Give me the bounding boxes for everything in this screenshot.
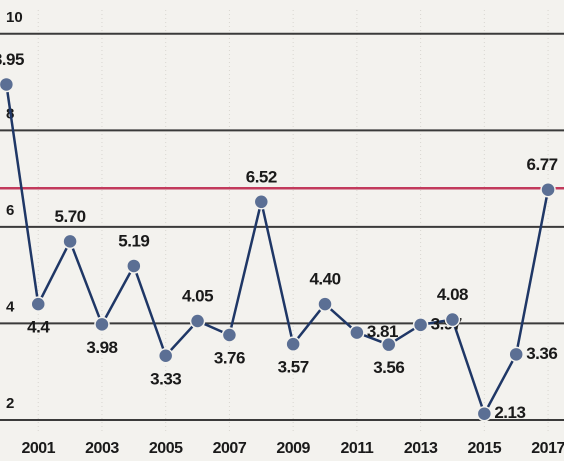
data-label: 8.95 xyxy=(0,50,24,69)
data-point xyxy=(540,181,556,198)
x-tick-label: 2017 xyxy=(531,440,564,457)
x-tick-label: 2005 xyxy=(149,440,183,457)
data-point xyxy=(30,296,46,312)
data-label: 4.4 xyxy=(27,318,50,337)
y-tick-label: 10 xyxy=(6,9,23,26)
x-tick-label: 2007 xyxy=(213,440,247,457)
data-point xyxy=(253,194,270,210)
data-point xyxy=(285,336,301,352)
data-label: 3.33 xyxy=(150,369,181,388)
data-point xyxy=(157,348,174,364)
data-point xyxy=(126,258,142,274)
y-tick-label: 4 xyxy=(6,298,15,315)
data-label: 2.13 xyxy=(494,403,525,422)
data-point xyxy=(62,233,78,250)
data-point xyxy=(476,405,493,422)
data-label: 3.81 xyxy=(367,322,398,341)
x-tick-label: 2011 xyxy=(341,440,374,457)
x-tick-label: 2001 xyxy=(21,440,55,457)
x-tick-label: 2013 xyxy=(404,440,438,457)
data-point xyxy=(221,327,238,343)
data-label: 3.98 xyxy=(86,338,117,357)
x-tick-label: 2015 xyxy=(468,440,502,457)
data-label: 5.19 xyxy=(118,231,149,250)
x-tick-label: 2003 xyxy=(85,440,119,457)
data-point xyxy=(412,317,429,333)
data-point xyxy=(94,316,110,333)
data-label: 4.40 xyxy=(309,270,340,289)
x-tick-label: 2009 xyxy=(276,440,310,457)
data-point xyxy=(508,346,524,363)
data-label: 3.36 xyxy=(526,344,557,363)
data-point xyxy=(349,324,365,341)
data-label: 3.57 xyxy=(278,358,309,377)
data-point xyxy=(0,76,15,93)
data-point xyxy=(189,313,206,329)
data-label: 4.05 xyxy=(182,286,213,305)
data-label: 3.76 xyxy=(214,348,245,367)
y-tick-label: 6 xyxy=(6,202,14,219)
data-label: 6.77 xyxy=(527,155,558,174)
data-label: 4.08 xyxy=(437,285,468,304)
data-label: 5.70 xyxy=(55,207,86,226)
data-point xyxy=(317,296,333,312)
data-label: 3.56 xyxy=(373,358,404,377)
data-line xyxy=(5,84,550,417)
data-point xyxy=(444,311,461,328)
y-tick-label: 2 xyxy=(6,395,14,412)
data-point xyxy=(380,336,397,353)
data-label: 6.52 xyxy=(246,167,277,186)
